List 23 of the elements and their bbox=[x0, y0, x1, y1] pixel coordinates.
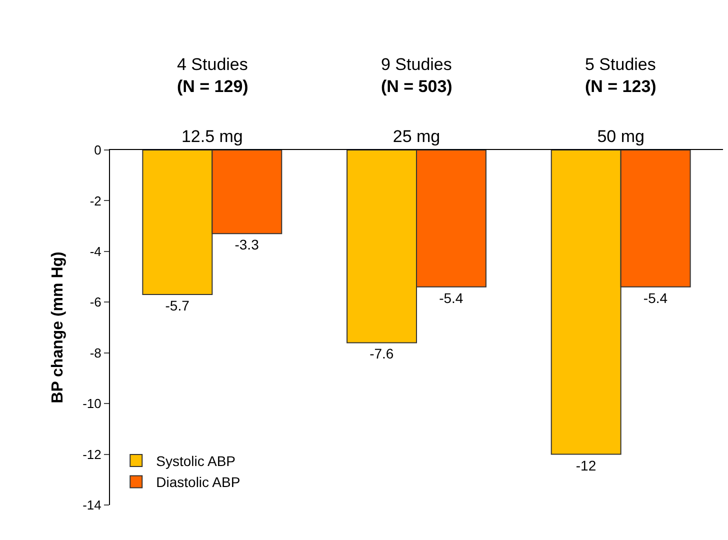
text: 5 Studies (N = 123) bbox=[585, 55, 656, 96]
y-axis-title: BP change (mm Hg) bbox=[50, 252, 67, 404]
y-tick-label: 0 bbox=[94, 142, 102, 158]
data-label: -7.6 bbox=[370, 346, 394, 362]
x-tick-label: 12.5 mg bbox=[181, 127, 243, 146]
y-tick-label: -6 bbox=[90, 294, 102, 310]
y-tick-label: -10 bbox=[82, 396, 102, 412]
y-tick-label: -8 bbox=[90, 345, 102, 360]
text: 9 Studies (N = 503) bbox=[381, 55, 452, 96]
y-tick-label: -2 bbox=[90, 193, 102, 208]
data-label: -3.3 bbox=[234, 236, 260, 253]
text: 4 Studies (N = 129) bbox=[177, 55, 248, 96]
data-label: -5.4 bbox=[643, 290, 668, 306]
legend-label: Diastolic ABP bbox=[156, 474, 240, 490]
x-tick-label: 50 mg bbox=[597, 127, 644, 146]
data-label: -12 bbox=[576, 457, 596, 474]
data-label: -5.7 bbox=[165, 298, 190, 314]
data-label: -5.4 bbox=[439, 290, 464, 306]
y-tick-label: -14 bbox=[82, 498, 102, 513]
y-tick-label: -4 bbox=[90, 244, 102, 259]
legend-label: Systolic ABP bbox=[156, 452, 236, 469]
y-tick-label: -12 bbox=[82, 446, 102, 462]
x-tick-label: 25 mg bbox=[392, 127, 440, 146]
